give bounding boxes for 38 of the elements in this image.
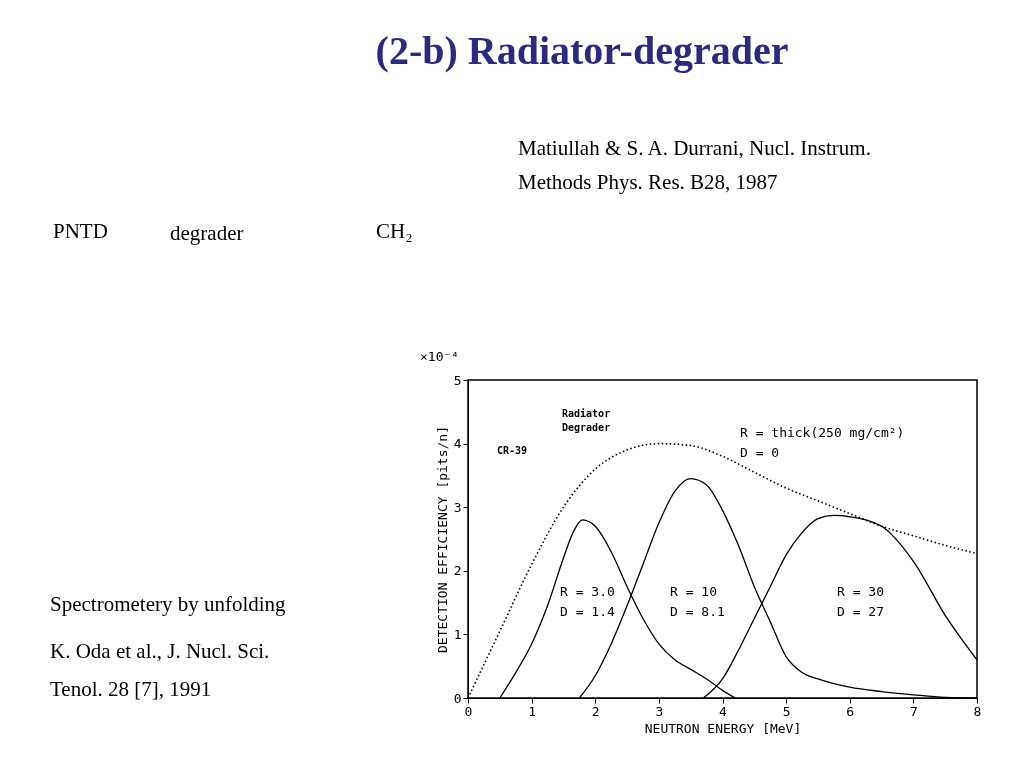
y-tick-label: 3: [453, 499, 462, 515]
x-tick-label: 8: [973, 703, 982, 719]
text: Methods Phys. Res. B28, 1987: [518, 170, 778, 194]
x-tick-label: 0: [464, 703, 473, 719]
y-tick-label: 1: [453, 626, 462, 642]
annotation: D = 1.4: [560, 604, 615, 619]
text: Tenol. 28 [7], 1991: [50, 677, 212, 701]
y-tick-label: 4: [453, 436, 462, 452]
annotation: D = 27: [837, 604, 884, 619]
y-tick-label: 5: [453, 372, 462, 388]
text: ×10⁻⁴: [420, 349, 460, 364]
x-tick-label: 3: [655, 703, 664, 719]
y-tick-label: 2: [453, 563, 462, 579]
text: K. Oda et al., J. Nucl. Sci.: [50, 639, 270, 663]
annotation: R = thick(250 mg/cm²): [740, 425, 905, 440]
annotation: R = 3.0: [560, 584, 615, 599]
text: PNTD: [53, 219, 108, 243]
x-axis-title: NEUTRON ENERGY [MeV]: [644, 720, 802, 736]
x-tick-label: 1: [528, 703, 537, 719]
annotation: CR-39: [497, 445, 528, 456]
annotation: R = 30: [837, 584, 884, 599]
x-tick-label: 2: [591, 703, 600, 719]
annotation: D = 8.1: [670, 604, 725, 619]
text: degrader: [170, 221, 244, 245]
text: CH₂: [376, 219, 413, 243]
y-tick-label: 0: [453, 690, 462, 706]
text: Spectrometery by unfolding: [50, 592, 287, 616]
annotation: R = 10: [670, 584, 717, 599]
chart-title: (2-b) Radiator-degrader: [375, 28, 789, 73]
annotation: Degrader: [562, 422, 611, 433]
annotation: D = 0: [740, 445, 780, 460]
x-tick-label: 5: [782, 703, 791, 719]
x-tick-label: 7: [909, 703, 918, 719]
y-axis-title: DETECTION EFFICIENCY [pits/n]: [434, 426, 450, 653]
x-tick-label: 4: [719, 703, 728, 719]
text: Matiullah & S. A. Durrani, Nucl. Instrum.: [518, 136, 871, 160]
annotation: Radiator: [562, 408, 611, 419]
x-tick-label: 6: [846, 703, 855, 719]
